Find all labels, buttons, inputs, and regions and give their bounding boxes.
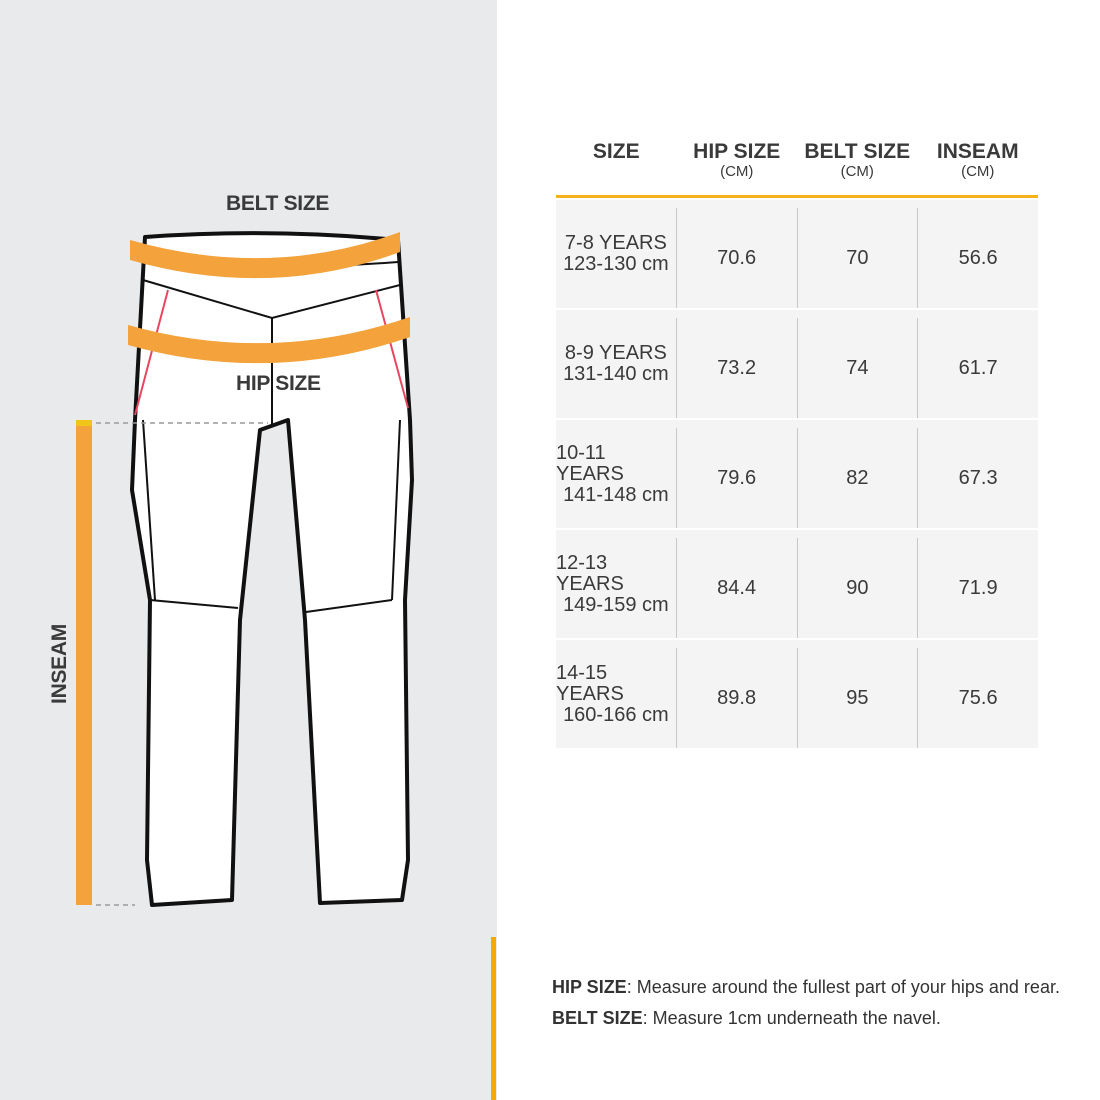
belt-cell: 90: [796, 538, 918, 638]
belt-cell: 82: [796, 428, 918, 528]
inseam-cell-inseam: 61.7: [958, 356, 998, 379]
hip-size-label: HIP SIZE: [236, 372, 321, 395]
size-cell-height: 141-148 cm: [563, 483, 669, 506]
note-hip: HIP SIZE: Measure around the fullest par…: [552, 977, 1060, 997]
inseam-tape: [76, 423, 92, 905]
hip-cell: 84.4: [675, 538, 797, 638]
hip-cell: 89.8: [675, 648, 797, 748]
inseam-cell-inseam: 71.9: [958, 576, 998, 599]
belt-cell-belt: 95: [846, 686, 869, 709]
hip-cell-hip: 84.4: [717, 576, 757, 599]
hip-cell-hip: 79.6: [717, 466, 757, 489]
size-cell: 8-9 YEARS 131-140 cm: [556, 310, 676, 418]
inseam-cell: 71.9: [917, 538, 1038, 638]
header-size: SIZE: [592, 140, 640, 163]
header-belt: BELT SIZE (CM): [804, 140, 911, 180]
size-cell-age: 14-15 YEARS: [556, 661, 624, 705]
size-cell-age: 7-8 YEARS: [564, 232, 667, 254]
belt-size-label: BELT SIZE: [226, 192, 330, 215]
pants-illustration: [76, 231, 414, 907]
size-cell-height: 149-159 cm: [563, 593, 669, 616]
size-cell: 10-11 YEARS 141-148 cm: [556, 420, 676, 528]
inseam-cell: 67.3: [917, 428, 1038, 528]
hip-cell-hip: 70.6: [717, 246, 757, 269]
inseam-cell-inseam: 56.6: [958, 246, 998, 269]
inseam-cell: 75.6: [917, 648, 1038, 748]
hip-cell: 73.2: [675, 318, 797, 418]
size-cell: 7-8 YEARS 123-130 cm: [556, 200, 676, 308]
size-cell-age: 8-9 YEARS: [564, 342, 667, 364]
hip-cell-hip: 73.2: [717, 356, 757, 379]
hip-cell-hip: 89.8: [717, 686, 757, 709]
belt-cell-belt: 82: [846, 466, 869, 489]
belt-cell-belt: 74: [846, 356, 869, 379]
inseam-cell-inseam: 75.6: [958, 686, 998, 709]
inseam-cell-inseam: 67.3: [958, 466, 998, 489]
table-row: 7-8 YEARS 123-130 cm 70.6 70 56.6: [556, 200, 1038, 308]
header-hip: HIP SIZE (CM): [693, 140, 781, 180]
belt-cell: 74: [796, 318, 918, 418]
size-cell-height: 160-166 cm: [563, 703, 669, 726]
inseam-label: INSEAM: [48, 624, 71, 704]
size-cell-height: 123-130 cm: [563, 253, 669, 275]
belt-cell-belt: 90: [846, 576, 869, 599]
hip-cell: 79.6: [675, 428, 797, 528]
size-table: SIZE HIP SIZE (CM) BELT SIZE (CM) INSEAM (C…: [556, 140, 1038, 748]
inseam-cell: 61.7: [917, 318, 1038, 418]
belt-cell-belt: 70: [846, 246, 869, 269]
diagram-panel: BELT SIZE HIP SIZE INSEAM: [0, 0, 497, 1100]
table-row: 12-13 YEARS 149-159 cm 84.4 90 71.9: [556, 530, 1038, 638]
size-cell-age: 12-13 YEARS: [556, 551, 624, 595]
note-belt: BELT SIZE: Measure 1cm underneath the na…: [552, 1008, 941, 1028]
table-header: SIZE HIP SIZE (CM) BELT SIZE (CM) INSEAM (C…: [556, 140, 1038, 198]
header-inseam: INSEAM (CM): [936, 140, 1019, 180]
size-cell: 14-15 YEARS 160-166 cm: [556, 640, 676, 748]
hip-cell: 70.6: [675, 208, 797, 308]
measurement-notes: HIP SIZE: Measure around the fullest par…: [552, 972, 1060, 1034]
inseam-cell: 56.6: [917, 208, 1038, 308]
table-row: 14-15 YEARS 160-166 cm 89.8 95 75.6: [556, 640, 1038, 748]
size-cell-age: 10-11 YEARS: [556, 441, 624, 485]
accent-bar: [491, 937, 496, 1100]
table-row: 10-11 YEARS 141-148 cm 79.6 82 67.3: [556, 420, 1038, 528]
belt-cell: 95: [796, 648, 918, 748]
table-row: 8-9 YEARS 131-140 cm 73.2 74 61.7: [556, 310, 1038, 418]
belt-cell: 70: [796, 208, 918, 308]
hip-tape: [128, 317, 410, 364]
size-cell: 12-13 YEARS 149-159 cm: [556, 530, 676, 638]
belt-tape: [130, 232, 400, 279]
size-cell-height: 131-140 cm: [563, 363, 669, 385]
